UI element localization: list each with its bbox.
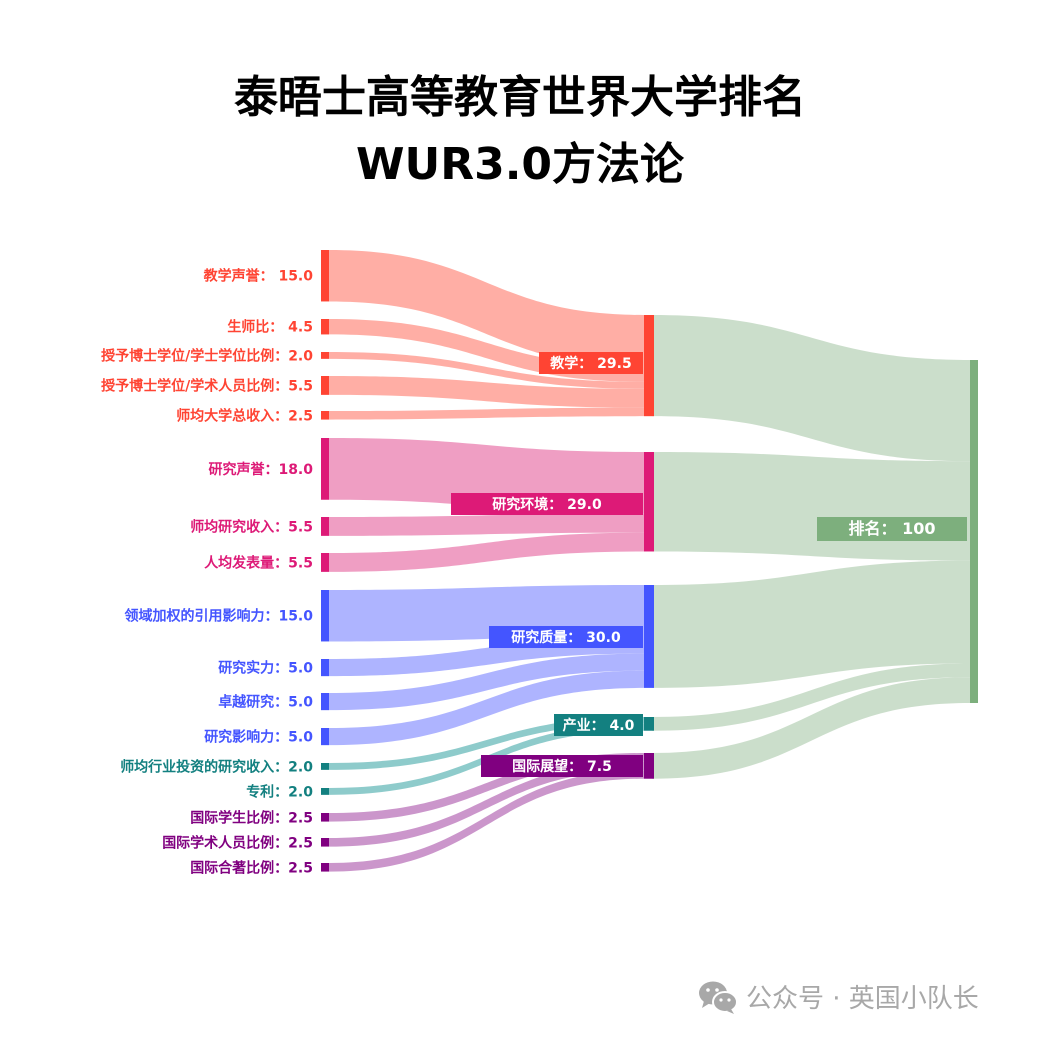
wechat-icon [699, 981, 738, 1014]
source-label: 研究影响力：5.0 [204, 729, 313, 746]
total-node [970, 360, 978, 703]
flow-教学-to-total [652, 315, 970, 462]
watermark-text: 公众号 · 英国小队长 [746, 984, 979, 1014]
flow-授予博士学位/学术人员比例 [329, 376, 644, 408]
source-node-国际学术人员比例 [321, 838, 329, 847]
pillar-label-box [481, 755, 643, 777]
source-label: 国际合著比例：2.5 [190, 859, 313, 876]
flow-教学声誉 [329, 250, 644, 367]
source-label: 研究声誉：18.0 [208, 461, 313, 478]
total-label-box [817, 517, 967, 541]
watermark: 公众号 · 英国小队长 [698, 978, 979, 1015]
source-label: 师均行业投资的研究收入：2.0 [120, 758, 313, 775]
source-label: 国际学生比例：2.5 [190, 809, 313, 826]
source-node-国际合著比例 [321, 863, 329, 872]
source-label: 领域加权的引用影响力：15.0 [124, 608, 313, 625]
source-node-卓越研究 [321, 693, 329, 711]
flow-人均发表量 [329, 532, 644, 572]
source-label: 人均发表量：5.5 [204, 554, 313, 571]
source-node-师均大学总收入 [321, 411, 329, 420]
source-node-研究实力 [321, 659, 329, 677]
source-node-教学声誉 [321, 250, 329, 302]
flow-国际合著比例 [329, 770, 644, 872]
source-label: 师均大学总收入：2.5 [176, 407, 313, 424]
pillar-node-研究质量 [644, 585, 654, 688]
pillar-node-产业 [644, 717, 654, 731]
pillar-node-研究环境 [644, 452, 654, 552]
pillar-label: 国际展望： 7.5 [512, 758, 612, 775]
chart-title-line2: WUR3.0方法论 [355, 139, 685, 190]
flow-国际展望-to-total [652, 677, 970, 779]
pillar-label: 产业： 4.0 [563, 717, 635, 734]
pillar-label-box [489, 626, 643, 648]
flow-国际学术人员比例 [329, 761, 644, 847]
source-node-研究声誉 [321, 438, 329, 500]
chart-title-line1: 泰晤士高等教育世界大学排名 [234, 72, 806, 123]
source-label: 师均研究收入：5.5 [190, 518, 313, 535]
flow-授予博士学位/学士学位比例 [329, 352, 644, 389]
source-node-师均行业投资的研究收入 [321, 763, 329, 770]
pillar-label-box [539, 352, 643, 374]
source-node-研究影响力 [321, 728, 329, 746]
source-node-授予博士学位/学士学位比例 [321, 352, 329, 359]
flow-师均行业投资的研究收入 [329, 717, 644, 770]
source-node-领域加权的引用影响力 [321, 590, 329, 642]
source-node-人均发表量 [321, 553, 329, 572]
source-node-师均研究收入 [321, 517, 329, 536]
pillar-label: 教学： 29.5 [550, 355, 631, 372]
source-node-生师比 [321, 319, 329, 335]
flow-研究质量-to-total [652, 560, 970, 688]
flow-研究环境-to-total [652, 452, 970, 561]
source-node-国际学生比例 [321, 813, 329, 822]
pillar-label: 研究环境： 29.0 [492, 496, 602, 513]
flow-师均研究收入 [329, 513, 644, 536]
pillar-node-国际展望 [644, 753, 654, 779]
flow-卓越研究 [329, 653, 644, 711]
total-label: 排名： 100 [849, 519, 936, 538]
pillar-label-box [451, 493, 643, 515]
source-label: 生师比： 4.5 [227, 319, 313, 336]
flow-研究影响力 [329, 670, 644, 746]
source-label: 研究实力：5.0 [218, 660, 313, 677]
pillar-label: 研究质量： 30.0 [511, 629, 621, 646]
source-label: 教学声誉： 15.0 [204, 268, 314, 285]
pillar-label-box [554, 714, 643, 736]
source-label: 授予博士学位/学术人员比例：5.5 [101, 377, 313, 394]
flow-师均大学总收入 [329, 407, 644, 420]
pillar-node-教学 [644, 315, 654, 417]
source-node-专利 [321, 788, 329, 795]
source-label: 卓越研究：5.0 [218, 694, 313, 711]
flow-产业-to-total [652, 663, 970, 731]
flow-国际学生比例 [329, 753, 644, 822]
source-label: 专利：2.0 [246, 783, 313, 800]
source-label: 国际学术人员比例：2.5 [162, 834, 313, 851]
source-label: 授予博士学位/学士学位比例：2.0 [101, 347, 313, 364]
source-node-授予博士学位/学术人员比例 [321, 376, 329, 395]
